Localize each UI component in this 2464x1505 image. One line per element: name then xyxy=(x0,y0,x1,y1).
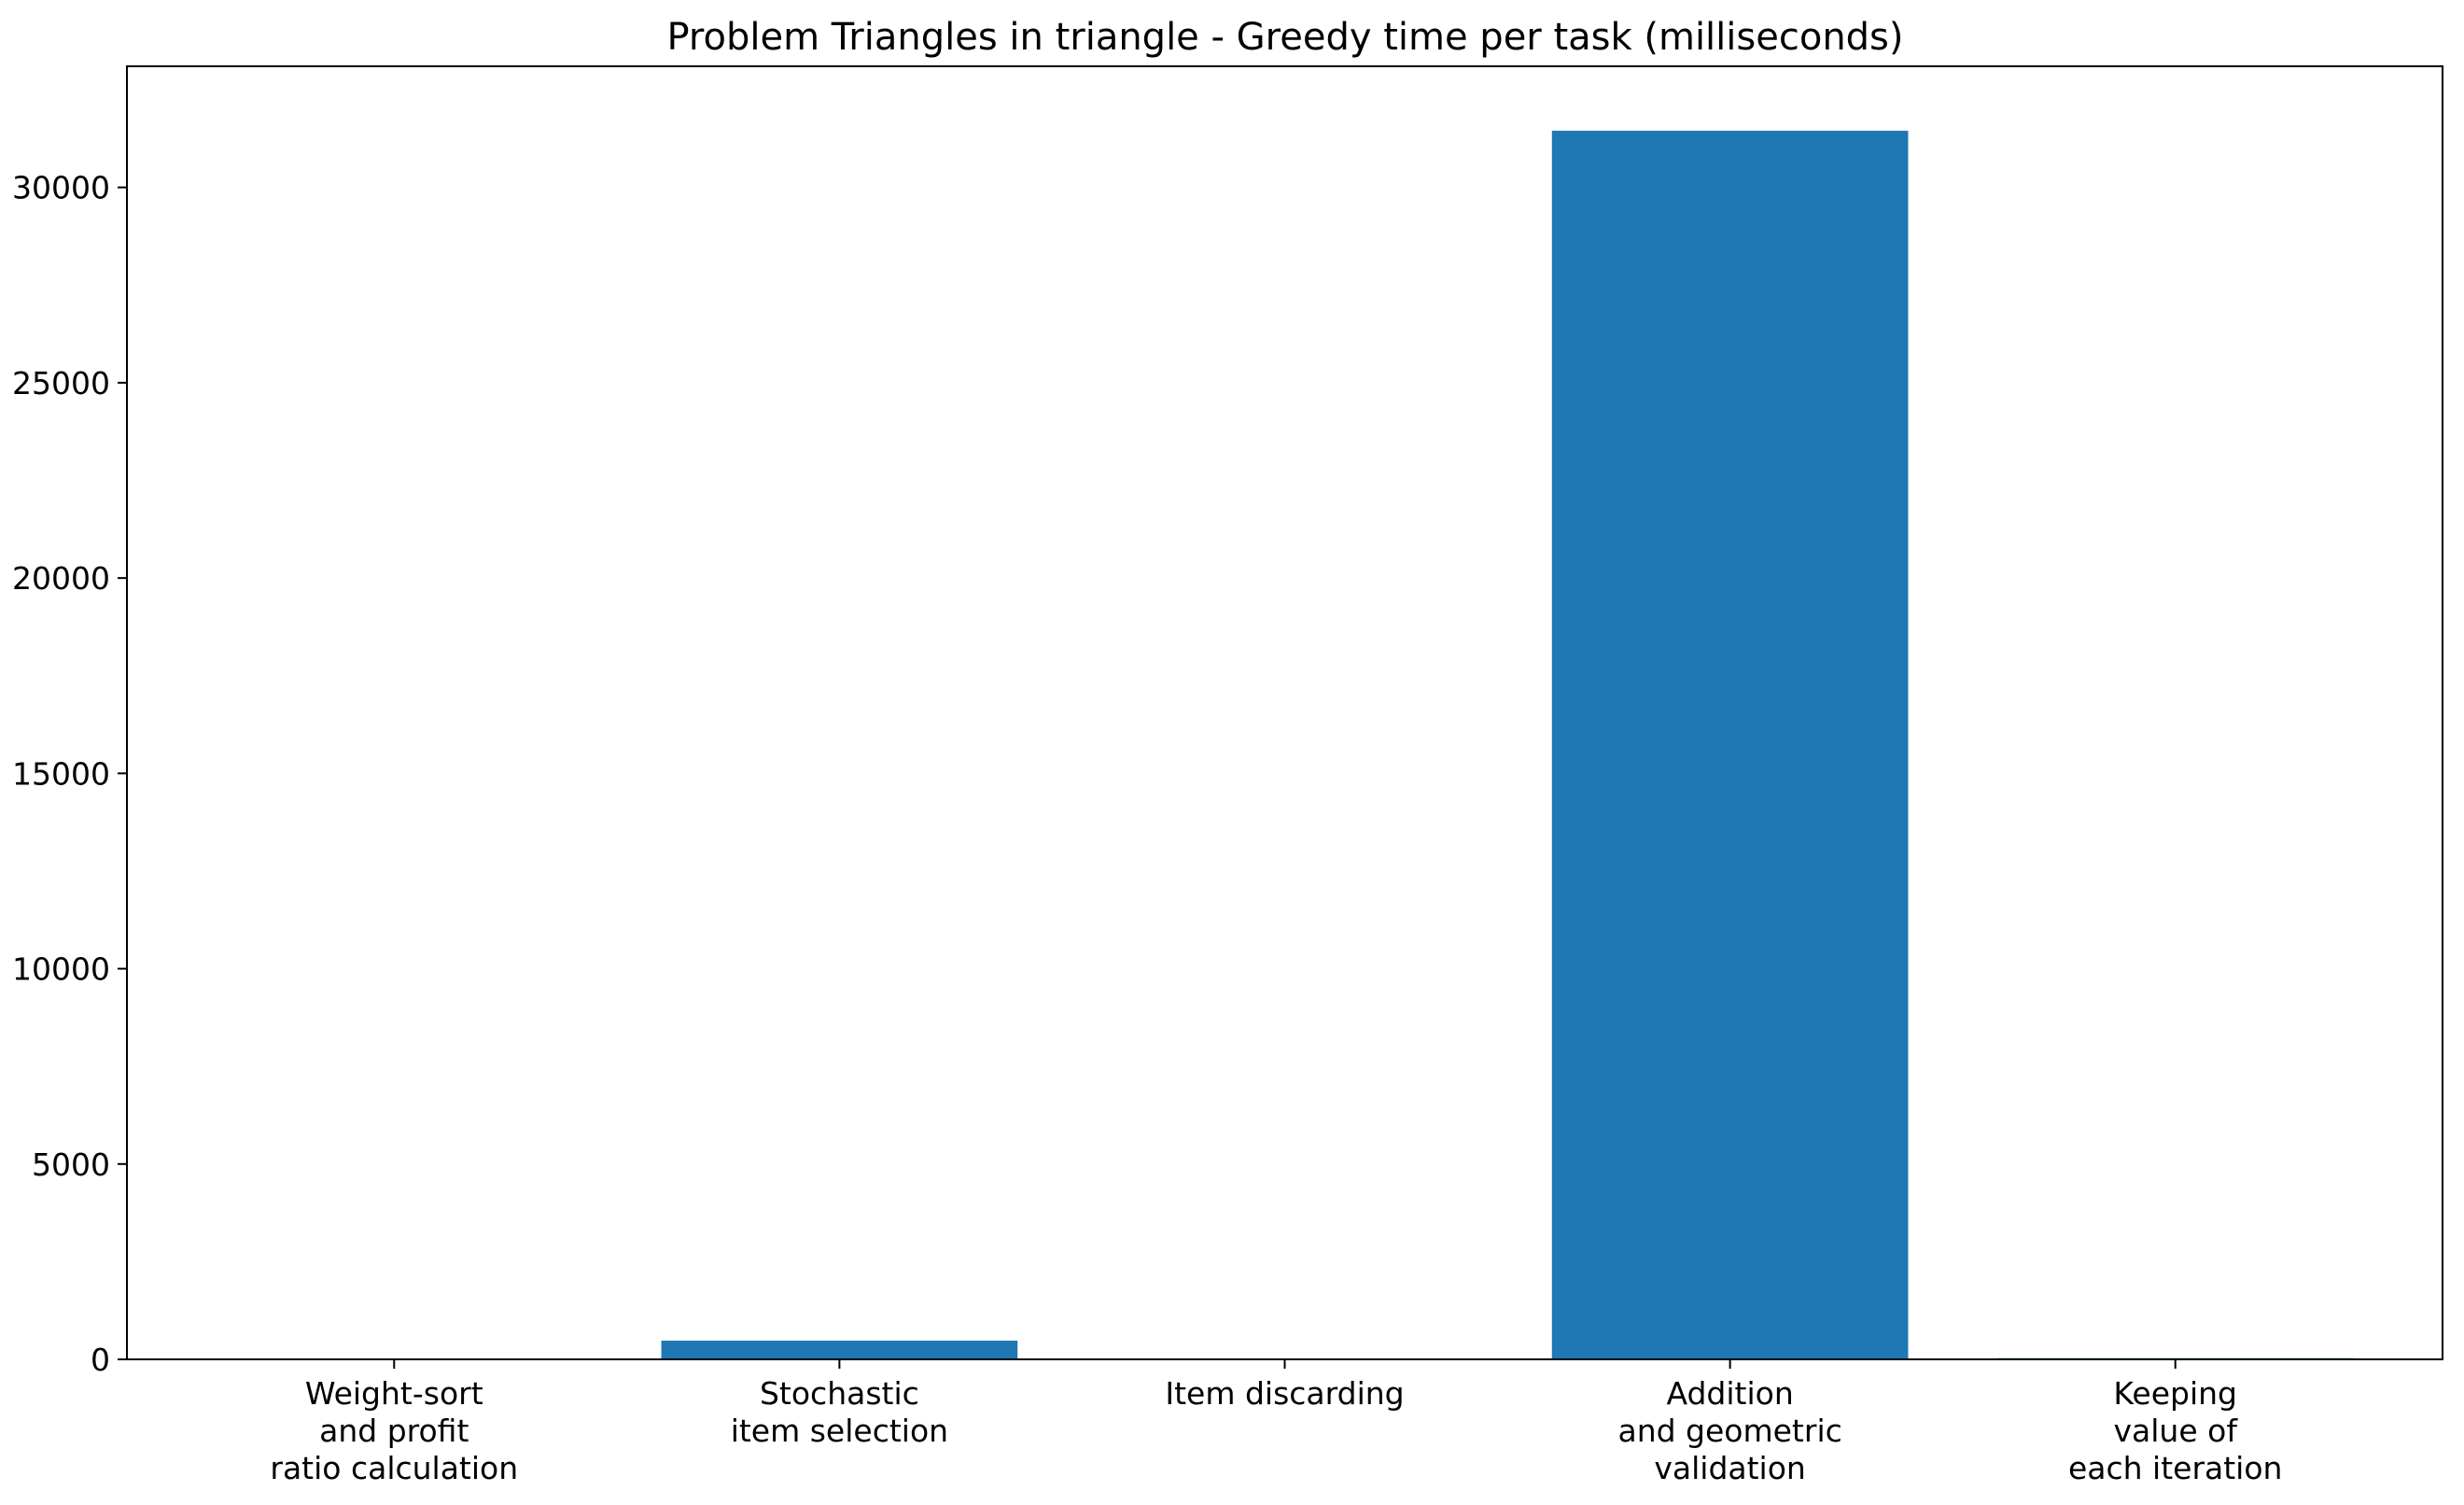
x-tick-label: Stochastic item selection xyxy=(731,1375,948,1449)
chart-title: Problem Triangles in triangle - Greedy t… xyxy=(667,16,1904,59)
bars-group xyxy=(216,131,2354,1359)
y-tick-label: 30000 xyxy=(12,170,110,206)
x-axis: Weight-sort and profit ratio calculation St… xyxy=(270,1359,2282,1486)
y-tick-label: 0 xyxy=(91,1342,110,1378)
bar-2 xyxy=(661,1340,1018,1359)
y-tick-label: 20000 xyxy=(12,560,110,597)
x-tick-label: Weight-sort and profit ratio calculation xyxy=(270,1375,518,1486)
y-tick-label: 25000 xyxy=(12,365,110,401)
y-tick-label: 5000 xyxy=(32,1146,110,1183)
y-axis: 0 5000 10000 15000 20000 25000 30000 xyxy=(12,170,127,1378)
y-tick-label: 10000 xyxy=(12,951,110,988)
x-tick-label: Item discarding xyxy=(1165,1375,1404,1412)
plot-frame xyxy=(126,65,2443,1360)
x-tick-label: Addition and geometric validation xyxy=(1617,1375,1841,1486)
bar-4 xyxy=(1551,131,1909,1359)
y-tick-label: 15000 xyxy=(12,755,110,792)
x-tick-label: Keeping value of each iteration xyxy=(2068,1375,2283,1486)
